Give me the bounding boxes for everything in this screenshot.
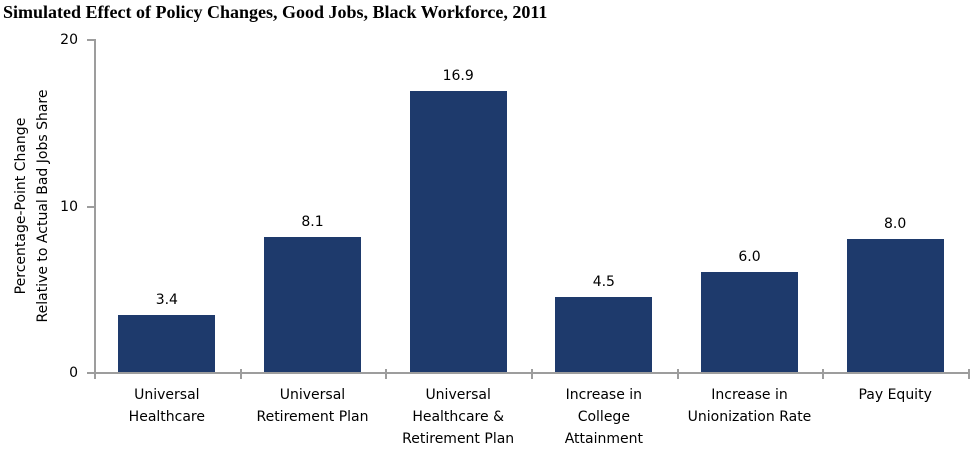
bar xyxy=(409,91,507,372)
bar xyxy=(118,315,216,372)
y-tick-label: 20 xyxy=(60,32,78,48)
y-tick-mark xyxy=(87,372,94,374)
x-tick-mark xyxy=(677,369,679,379)
bar-column: 3.4 xyxy=(94,39,240,372)
y-axis-line xyxy=(94,39,96,374)
x-tick-mark xyxy=(240,369,242,379)
bar xyxy=(263,237,361,372)
bar-value-label: 8.1 xyxy=(301,214,324,230)
bar-column: 8.0 xyxy=(822,39,968,372)
y-tick-mark xyxy=(87,39,94,41)
bar-value-label: 16.9 xyxy=(442,68,474,84)
bar-column: 16.9 xyxy=(385,39,531,372)
bar xyxy=(846,239,944,372)
x-tick-mark xyxy=(822,369,824,379)
bar-value-label: 6.0 xyxy=(738,249,761,265)
x-tick-mark xyxy=(385,369,387,379)
x-category-label: Pay Equity xyxy=(858,387,932,403)
chart-title: Simulated Effect of Policy Changes, Good… xyxy=(3,2,548,22)
bar-value-label: 3.4 xyxy=(155,292,178,308)
bar-value-label: 4.5 xyxy=(592,274,615,290)
x-category-label: Increase in College Attainment xyxy=(564,387,643,447)
x-tick-mark xyxy=(968,369,970,379)
x-tick-mark xyxy=(531,369,533,379)
x-category-label: Universal Retirement Plan xyxy=(256,387,369,425)
bar-column: 8.1 xyxy=(240,39,386,372)
x-category-label: Universal Healthcare xyxy=(128,387,205,425)
x-tick-mark xyxy=(94,369,96,379)
y-tick-label: 10 xyxy=(60,199,78,215)
y-tick-mark xyxy=(87,206,94,208)
x-category-label: Universal Healthcare & Retirement Plan xyxy=(402,387,515,447)
bar xyxy=(555,297,653,372)
x-category-label: Increase in Unionization Rate xyxy=(687,387,812,425)
bar xyxy=(700,272,798,372)
bar-column: 4.5 xyxy=(531,39,677,372)
bar-value-label: 8.0 xyxy=(884,216,907,232)
bar-column: 6.0 xyxy=(677,39,823,372)
y-tick-label: 0 xyxy=(69,365,78,381)
